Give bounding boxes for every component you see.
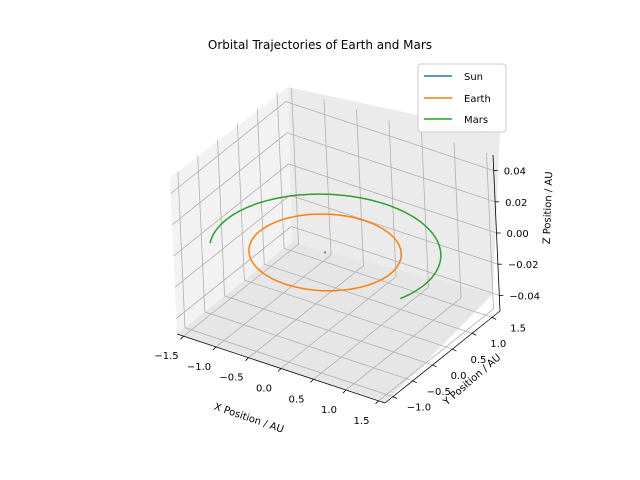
x-grid-line (215, 98, 332, 348)
y-tick-label: 1.5 (510, 323, 526, 334)
legend: Sun Earth Mars (417, 63, 507, 133)
x-tick-label: −0.5 (219, 373, 243, 384)
x-grid-line (313, 131, 429, 380)
y-grid-line (177, 171, 394, 398)
z-grid-line (174, 194, 499, 288)
series-mars-line (209, 193, 442, 300)
y-tick-label: −0.5 (427, 387, 451, 398)
y-tick-mark (472, 332, 477, 336)
x-tick-label: 1.5 (354, 416, 370, 427)
x-tick-mark (310, 378, 314, 383)
legend-label-sun: Sun (464, 72, 483, 83)
y-tick-label: −1.0 (407, 403, 431, 414)
y-grid-line (237, 124, 453, 350)
x-tick-label: −1.5 (154, 351, 178, 362)
y-axis-line (384, 310, 501, 404)
y-tick-mark (392, 396, 398, 400)
x-tick-label: −1.0 (187, 362, 211, 373)
z-axis-label: Z Position / AU (542, 171, 556, 244)
x-grid-line (280, 120, 397, 369)
back-pane-yz (288, 87, 500, 294)
y-tick-label: 0.0 (451, 371, 467, 382)
x-tick-label: 0.0 (256, 384, 272, 395)
series-earth-line (248, 213, 402, 292)
x-tick-mark (180, 335, 184, 340)
y-tick-mark (452, 348, 457, 352)
x-tick-mark (277, 368, 282, 372)
y-grid-line (197, 155, 413, 382)
chart-title: Orbital Trajectories of Earth and Mars (208, 38, 432, 52)
y-tick-label: 0.5 (470, 355, 486, 366)
z-tick-label: 0.02 (505, 198, 527, 209)
z-tick-label: 0.04 (504, 167, 526, 178)
x-tick-label: 1.0 (321, 405, 337, 416)
y-tick-mark (432, 364, 437, 368)
axis-lines (176, 154, 504, 405)
z-grid-line (170, 101, 494, 194)
x-tick-mark (342, 389, 347, 394)
y-grid-line (217, 139, 433, 366)
series-layer (209, 193, 442, 300)
y-tick-label: 1.0 (490, 339, 506, 350)
y-grid-line (276, 92, 493, 318)
x-axis-label: X Position / AU (213, 402, 285, 436)
x-grid-line (345, 142, 462, 391)
x-grid-line (378, 152, 494, 402)
legend-frame (417, 63, 507, 133)
y-grid-line (256, 108, 473, 334)
x-grid-line (183, 88, 299, 337)
floor-pane (177, 242, 493, 403)
y-tick-mark (412, 380, 417, 384)
z-grid-line (173, 163, 497, 257)
y-tick-mark (491, 316, 497, 320)
tick-labels: −1.5−1.0−0.50.00.51.01.5−1.0−0.50.00.51.… (154, 167, 540, 427)
z-grid-line (171, 132, 496, 226)
x-tick-label: 0.5 (289, 394, 305, 405)
x-tick-mark (212, 346, 217, 351)
x-tick-mark (375, 400, 379, 405)
x-tick-mark (245, 357, 249, 362)
x-grid-line (248, 109, 364, 359)
z-tick-label: 0.00 (507, 229, 529, 240)
z-grid-line (176, 225, 500, 319)
z-tick-label: −0.02 (508, 260, 539, 271)
grid-lines (170, 88, 500, 402)
legend-label-mars: Mars (464, 115, 488, 126)
legend-label-earth: Earth (464, 94, 491, 105)
z-tick-label: −0.04 (509, 291, 540, 302)
